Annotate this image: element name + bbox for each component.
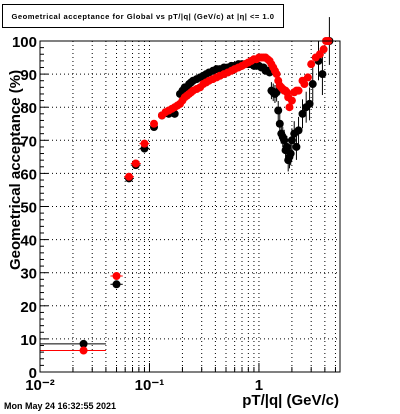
y-tick-label: 90 <box>20 67 37 84</box>
data-point <box>300 80 309 89</box>
data-point <box>298 109 307 118</box>
y-axis-label: Geometrical acceptance (%) <box>7 70 24 270</box>
data-point <box>307 60 316 69</box>
data-point <box>280 136 289 145</box>
data-point <box>124 172 133 181</box>
data-point <box>112 272 121 281</box>
y-tick-label: 60 <box>20 166 37 183</box>
x-axis-label: pT/|q| (GeV/c) <box>242 392 339 409</box>
plot-title: Geometrical acceptance for Global vs pT/… <box>2 4 284 28</box>
data-point <box>272 70 281 79</box>
data-point <box>112 280 121 289</box>
timestamp: Mon May 24 16:32:55 2021 <box>4 401 117 411</box>
data-point <box>274 106 283 115</box>
y-tick-label: 50 <box>20 200 37 217</box>
axis-ticks <box>39 40 336 373</box>
data-point <box>292 142 301 151</box>
y-tick-label: 100 <box>12 34 37 51</box>
data-point <box>305 99 314 108</box>
data-point <box>286 149 295 158</box>
data-point <box>319 45 328 54</box>
x-tick-label: 10⁻¹ <box>135 377 165 394</box>
data-points <box>40 17 334 355</box>
data-point <box>287 96 296 105</box>
data-point <box>131 159 140 168</box>
data-point <box>150 119 159 128</box>
y-tick-label: 40 <box>20 233 37 250</box>
y-tick-label: 20 <box>20 299 37 316</box>
data-point <box>282 142 291 151</box>
y-tick-labels: 0 10 20 30 40 50 60 70 80 90 100 <box>12 34 37 382</box>
x-tick-label: 10⁻² <box>25 377 55 394</box>
series-black <box>40 17 334 348</box>
y-tick-label: 10 <box>20 332 37 349</box>
y-tick-label: 70 <box>20 133 37 150</box>
data-point <box>308 80 317 89</box>
plot-title-text: Geometrical acceptance for Global vs pT/… <box>11 11 275 21</box>
y-tick-label: 0 <box>29 365 37 382</box>
data-point <box>79 339 88 348</box>
data-point <box>303 73 312 82</box>
y-tick-label: 80 <box>20 100 37 117</box>
data-point <box>275 119 284 128</box>
x-tick-labels: 10⁻² 10⁻¹ 1 <box>25 377 263 394</box>
data-point <box>318 70 327 79</box>
y-tick-label: 30 <box>20 266 37 283</box>
data-point <box>285 103 294 112</box>
x-tick-label: 1 <box>255 377 263 394</box>
data-point <box>140 139 149 148</box>
data-point <box>79 346 88 355</box>
data-point <box>294 126 303 135</box>
data-point <box>294 86 303 95</box>
